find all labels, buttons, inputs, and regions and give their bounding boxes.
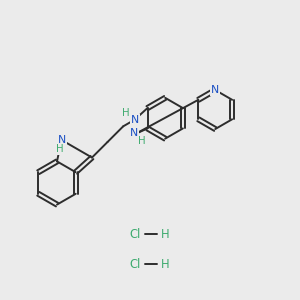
Text: Cl: Cl [129, 227, 141, 241]
Text: H: H [161, 257, 169, 271]
Text: N: N [57, 135, 66, 145]
Text: N: N [130, 128, 138, 138]
Text: N: N [211, 85, 219, 95]
Text: N: N [130, 115, 139, 125]
Text: H: H [56, 144, 64, 154]
Text: Cl: Cl [129, 257, 141, 271]
Text: H: H [138, 136, 146, 146]
Text: H: H [161, 227, 169, 241]
Text: H: H [122, 108, 129, 118]
